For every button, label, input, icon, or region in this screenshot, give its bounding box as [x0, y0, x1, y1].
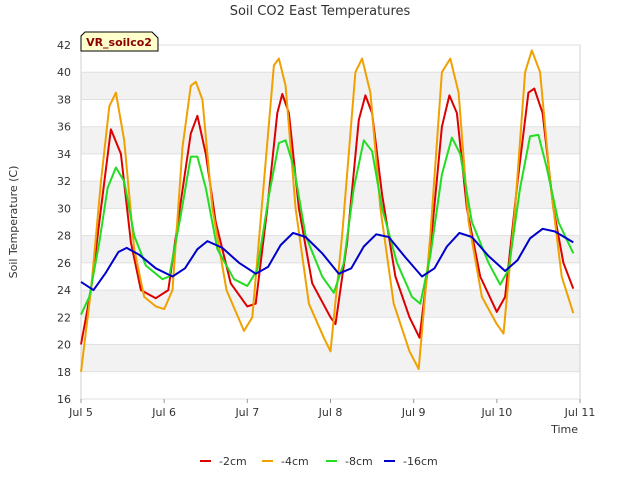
y-axis-label: Soil Temperature (C)	[7, 166, 20, 279]
y-tick-label: 36	[57, 121, 71, 134]
x-tick-label: Jul 5	[68, 406, 93, 419]
station-badge-label: VR_soilco2	[86, 36, 152, 49]
plot-band	[81, 99, 580, 127]
chart-title: Soil CO2 East Temperatures	[230, 4, 411, 19]
plot-band	[81, 181, 580, 209]
legend-label: -8cm	[345, 455, 373, 468]
series-line-minus-16cm	[80, 227, 574, 292]
station-badge-box	[80, 31, 159, 52]
y-tick-label: 42	[57, 39, 71, 52]
plot-band	[81, 235, 580, 263]
x-tick-label: Jul 8	[318, 406, 343, 419]
y-tick-label: 34	[57, 148, 71, 161]
plot-band	[81, 317, 580, 345]
y-tick-label: 24	[57, 284, 71, 297]
legend-label: -16cm	[403, 455, 438, 468]
y-tick-label: 20	[57, 339, 71, 352]
x-tick-label: Jul 7	[234, 406, 259, 419]
series-line-minus-8cm	[80, 133, 575, 316]
plot-band	[81, 126, 580, 154]
x-tick-label: Jul 10	[480, 406, 512, 419]
x-tick-label: Jul 9	[401, 406, 426, 419]
x-tick-label: Jul 11	[564, 406, 596, 419]
plot-band	[81, 45, 580, 73]
y-tick-label: 32	[57, 175, 71, 188]
legend: -2cm -4cm -8cm -16cm	[200, 455, 438, 468]
x-tick-label: Jul 6	[151, 406, 176, 419]
y-tick-label: 30	[57, 202, 71, 215]
y-tick-label: 40	[57, 66, 71, 79]
y-axis-ticks: 16 18 20 22 24 26 28 30 32 34 36 38 40 42	[57, 39, 580, 406]
series-group	[80, 49, 575, 372]
y-tick-label: 28	[57, 230, 71, 243]
plot-band	[81, 72, 580, 100]
x-axis-ticks: Jul 5 Jul 6 Jul 7 Jul 8 Jul 9 Jul 10 Jul 11	[68, 399, 595, 419]
plot-band	[81, 208, 580, 236]
x-axis-label: Time	[550, 423, 578, 436]
series-line-minus-4cm	[80, 49, 575, 372]
y-tick-label: 22	[57, 311, 71, 324]
legend-label: -4cm	[281, 455, 309, 468]
y-tick-label: 18	[57, 366, 71, 379]
plot-band	[81, 153, 580, 182]
plot-bands	[81, 45, 580, 399]
y-tick-label: 16	[57, 393, 71, 406]
plot-band	[81, 371, 580, 399]
y-tick-label: 38	[57, 93, 71, 106]
station-badge: VR_soilco2	[80, 31, 159, 52]
legend-label: -2cm	[219, 455, 247, 468]
y-tick-label: 26	[57, 257, 71, 270]
